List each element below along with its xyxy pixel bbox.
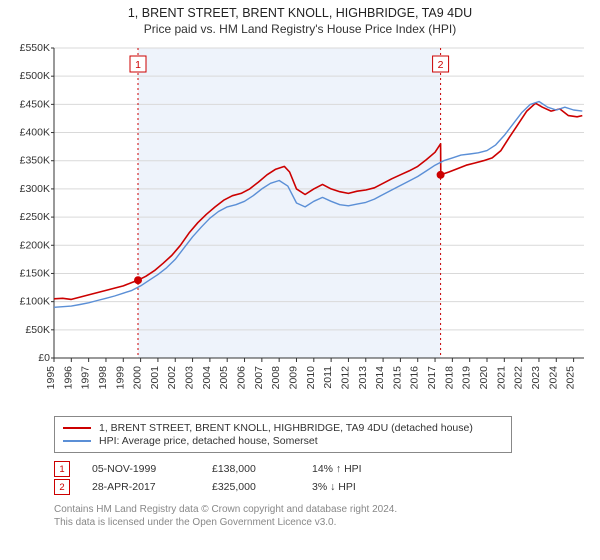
svg-text:2010: 2010 bbox=[305, 366, 317, 390]
svg-text:£0: £0 bbox=[38, 352, 50, 364]
legend-swatch bbox=[63, 427, 91, 429]
svg-text:2003: 2003 bbox=[184, 366, 196, 390]
chart-area: £0 £50K £100K £150K £200K £250K £300K £350K £400… bbox=[8, 40, 592, 410]
sale-row: 1 05-NOV-1999£138,00014% ↑ HPI bbox=[54, 461, 592, 477]
svg-text:2017: 2017 bbox=[426, 366, 438, 390]
svg-text:2002: 2002 bbox=[166, 366, 178, 390]
svg-text:1: 1 bbox=[135, 59, 141, 71]
legend-label: 1, BRENT STREET, BRENT KNOLL, HIGHBRIDGE… bbox=[99, 422, 473, 434]
svg-text:£300K: £300K bbox=[20, 183, 50, 195]
svg-text:2007: 2007 bbox=[253, 366, 265, 390]
svg-text:1995: 1995 bbox=[45, 366, 57, 390]
svg-text:£500K: £500K bbox=[20, 70, 50, 82]
legend: 1, BRENT STREET, BRENT KNOLL, HIGHBRIDGE… bbox=[54, 416, 512, 453]
svg-text:2023: 2023 bbox=[530, 366, 542, 390]
svg-text:2024: 2024 bbox=[547, 366, 559, 390]
svg-text:2: 2 bbox=[438, 59, 444, 71]
legend-row: HPI: Average price, detached house, Some… bbox=[63, 435, 503, 447]
legend-label: HPI: Average price, detached house, Some… bbox=[99, 435, 318, 447]
svg-text:2022: 2022 bbox=[513, 366, 525, 390]
svg-text:2001: 2001 bbox=[149, 366, 161, 390]
svg-text:£400K: £400K bbox=[20, 127, 50, 139]
svg-text:2009: 2009 bbox=[287, 366, 299, 390]
svg-text:2018: 2018 bbox=[443, 366, 455, 390]
svg-text:2000: 2000 bbox=[132, 366, 144, 390]
svg-text:2005: 2005 bbox=[218, 366, 230, 390]
disclaimer-line2: This data is licensed under the Open Gov… bbox=[54, 516, 592, 529]
legend-swatch bbox=[63, 440, 91, 442]
sale-hpi: 3% ↓ HPI bbox=[312, 481, 422, 493]
svg-text:2019: 2019 bbox=[461, 366, 473, 390]
svg-text:2012: 2012 bbox=[339, 366, 351, 390]
svg-text:1999: 1999 bbox=[114, 366, 126, 390]
sale-marker-icon: 1 bbox=[54, 461, 70, 477]
svg-text:2016: 2016 bbox=[409, 366, 421, 390]
svg-text:1998: 1998 bbox=[97, 366, 109, 390]
svg-text:£250K: £250K bbox=[20, 211, 50, 223]
svg-text:1996: 1996 bbox=[62, 366, 74, 390]
svg-text:£200K: £200K bbox=[20, 239, 50, 251]
svg-text:£150K: £150K bbox=[20, 267, 50, 279]
svg-text:2006: 2006 bbox=[236, 366, 248, 390]
svg-text:2008: 2008 bbox=[270, 366, 282, 390]
svg-text:2004: 2004 bbox=[201, 366, 213, 390]
svg-text:2021: 2021 bbox=[495, 366, 507, 390]
svg-text:£450K: £450K bbox=[20, 98, 50, 110]
disclaimer-text: Contains HM Land Registry data © Crown c… bbox=[54, 503, 592, 529]
sale-price: £138,000 bbox=[212, 463, 312, 475]
svg-text:£350K: £350K bbox=[20, 155, 50, 167]
disclaimer-line1: Contains HM Land Registry data © Crown c… bbox=[54, 503, 592, 516]
svg-text:2014: 2014 bbox=[374, 366, 386, 390]
sale-date: 05-NOV-1999 bbox=[92, 463, 212, 475]
svg-text:2025: 2025 bbox=[565, 366, 577, 390]
svg-text:2011: 2011 bbox=[322, 366, 334, 389]
svg-text:2013: 2013 bbox=[357, 366, 369, 390]
chart-title-line1: 1, BRENT STREET, BRENT KNOLL, HIGHBRIDGE… bbox=[8, 6, 592, 20]
svg-text:£100K: £100K bbox=[20, 296, 50, 308]
svg-text:£50K: £50K bbox=[25, 324, 50, 336]
sale-hpi: 14% ↑ HPI bbox=[312, 463, 422, 475]
svg-text:2020: 2020 bbox=[478, 366, 490, 390]
sale-marker-icon: 2 bbox=[54, 479, 70, 495]
svg-text:2015: 2015 bbox=[391, 366, 403, 390]
sales-table: 1 05-NOV-1999£138,00014% ↑ HPI 2 28-APR-201… bbox=[54, 461, 592, 495]
svg-text:1997: 1997 bbox=[80, 366, 92, 390]
legend-row: 1, BRENT STREET, BRENT KNOLL, HIGHBRIDGE… bbox=[63, 422, 503, 434]
sale-date: 28-APR-2017 bbox=[92, 481, 212, 493]
svg-text:£550K: £550K bbox=[20, 42, 50, 54]
sale-row: 2 28-APR-2017£325,0003% ↓ HPI bbox=[54, 479, 592, 495]
chart-title-line2: Price paid vs. HM Land Registry's House … bbox=[8, 22, 592, 36]
line-chart-svg: £0 £50K £100K £150K £200K £250K £300K £350K £400… bbox=[8, 40, 592, 410]
sale-price: £325,000 bbox=[212, 481, 312, 493]
